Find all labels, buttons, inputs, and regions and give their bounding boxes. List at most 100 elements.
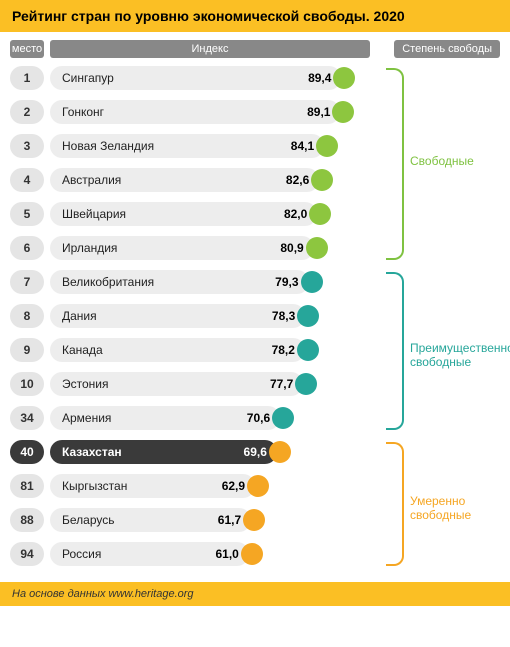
- category-dot-icon: [243, 509, 265, 531]
- data-row: 8 Дания 78,3: [10, 302, 380, 330]
- bar-track: Новая Зеландия 84,1: [50, 134, 380, 158]
- category-dot-icon: [301, 271, 323, 293]
- header-index: Индекс: [50, 40, 370, 58]
- bar-track: Кыргызстан62,9: [50, 474, 380, 498]
- bar-fill: Армения 70,6: [50, 406, 280, 430]
- rank-pill: 2: [10, 100, 44, 124]
- data-row: 4 Австралия 82,6: [10, 166, 380, 194]
- category-dot-icon: [272, 407, 294, 429]
- bar-track: Гонконг89,1: [50, 100, 380, 124]
- category-dot-icon: [332, 101, 354, 123]
- rank-pill: 10: [10, 372, 44, 396]
- bar-track: Сингапур 89,4: [50, 66, 380, 90]
- value-label: 82,6: [286, 173, 309, 187]
- category-dot-icon: [247, 475, 269, 497]
- bar-fill: Россия 61,0: [50, 542, 249, 566]
- data-row: 81Кыргызстан62,9: [10, 472, 380, 500]
- rank-pill: 3: [10, 134, 44, 158]
- bar-track: Швейцария82,0: [50, 202, 380, 226]
- bar-track: Ирландия 80,9: [50, 236, 380, 260]
- country-label: Канада: [50, 343, 103, 357]
- rank-pill: 4: [10, 168, 44, 192]
- data-row: 88Беларусь61,7: [10, 506, 380, 534]
- bar-track: Австралия 82,6: [50, 168, 380, 192]
- country-label: Дания: [50, 309, 97, 323]
- bar-track: Россия 61,0: [50, 542, 380, 566]
- country-label: Ирландия: [50, 241, 117, 255]
- country-label: Эстония: [50, 377, 109, 391]
- chart-body: 1Сингапур89,42Гонконг89,13Новая Зеландия…: [0, 64, 510, 582]
- group-bracket: [386, 272, 404, 430]
- category-dot-icon: [269, 441, 291, 463]
- category-dot-icon: [297, 305, 319, 327]
- bar-fill: Австралия 82,6: [50, 168, 319, 192]
- rank-pill: 94: [10, 542, 44, 566]
- rank-pill: 6: [10, 236, 44, 260]
- data-row: 7 Великобритания 79,3: [10, 268, 380, 296]
- bar-track: Эстония 77,7: [50, 372, 380, 396]
- rank-pill: 9: [10, 338, 44, 362]
- value-label: 79,3: [275, 275, 298, 289]
- chart-title: Рейтинг стран по уровню экономической св…: [0, 0, 510, 32]
- chart-container: Рейтинг стран по уровню экономической св…: [0, 0, 510, 606]
- bar-track: Великобритания 79,3: [50, 270, 380, 294]
- country-label: Швейцария: [50, 207, 126, 221]
- country-label: Великобритания: [50, 275, 154, 289]
- value-label: 78,3: [272, 309, 295, 323]
- column-headers: место Индекс Степень свободы: [0, 32, 510, 64]
- data-row: 3 Новая Зеландия 84,1: [10, 132, 380, 160]
- bar-track: Казахстан 69,6: [50, 440, 380, 464]
- country-label: Новая Зеландия: [50, 139, 154, 153]
- data-row: 34Армения70,6: [10, 404, 380, 432]
- bars-column: 1Сингапур89,42Гонконг89,13Новая Зеландия…: [10, 64, 380, 574]
- value-label: 69,6: [244, 445, 267, 459]
- group-bracket: [386, 442, 404, 566]
- group-labels-column: СвободныеПреимущественно свободныеУмерен…: [380, 64, 500, 574]
- category-dot-icon: [241, 543, 263, 565]
- data-row: 9Канада78,2: [10, 336, 380, 364]
- rank-pill: 40: [10, 440, 44, 464]
- group-bracket: [386, 68, 404, 260]
- value-label: 80,9: [280, 241, 303, 255]
- bar-fill: Новая Зеландия 84,1: [50, 134, 324, 158]
- rank-pill: 81: [10, 474, 44, 498]
- header-rank: место: [10, 40, 44, 58]
- category-dot-icon: [311, 169, 333, 191]
- header-freedom: Степень свободы: [394, 40, 500, 58]
- data-row: 5Швейцария82,0: [10, 200, 380, 228]
- bar-fill: Сингапур 89,4: [50, 66, 341, 90]
- country-label: Гонконг: [50, 105, 104, 119]
- country-label: Армения: [50, 411, 111, 425]
- country-label: Сингапур: [50, 71, 114, 85]
- value-label: 62,9: [222, 479, 245, 493]
- value-label: 89,4: [308, 71, 331, 85]
- value-label: 84,1: [291, 139, 314, 153]
- value-label: 70,6: [247, 411, 270, 425]
- value-label: 77,7: [270, 377, 293, 391]
- bar-fill: Гонконг89,1: [50, 100, 340, 124]
- group-label: Умеренно свободные: [410, 494, 510, 523]
- rank-pill: 8: [10, 304, 44, 328]
- category-dot-icon: [309, 203, 331, 225]
- data-row: 2Гонконг89,1: [10, 98, 380, 126]
- bar-fill: Ирландия 80,9: [50, 236, 314, 260]
- rank-pill: 5: [10, 202, 44, 226]
- value-label: 61,0: [216, 547, 239, 561]
- country-label: Австралия: [50, 173, 121, 187]
- data-row: 10 Эстония 77,7: [10, 370, 380, 398]
- country-label: Беларусь: [50, 513, 114, 527]
- value-label: 61,7: [218, 513, 241, 527]
- country-label: Россия: [50, 547, 101, 561]
- group-label: Преимущественно свободные: [410, 341, 510, 370]
- bar-track: Канада78,2: [50, 338, 380, 362]
- bar-fill: Великобритания 79,3: [50, 270, 309, 294]
- category-dot-icon: [306, 237, 328, 259]
- bar-fill: Эстония 77,7: [50, 372, 303, 396]
- country-label: Казахстан: [50, 445, 122, 459]
- bar-fill: Канада78,2: [50, 338, 305, 362]
- bar-track: Дания 78,3: [50, 304, 380, 328]
- category-dot-icon: [295, 373, 317, 395]
- data-row: 6 Ирландия 80,9: [10, 234, 380, 262]
- rank-pill: 7: [10, 270, 44, 294]
- bar-fill: Кыргызстан62,9: [50, 474, 255, 498]
